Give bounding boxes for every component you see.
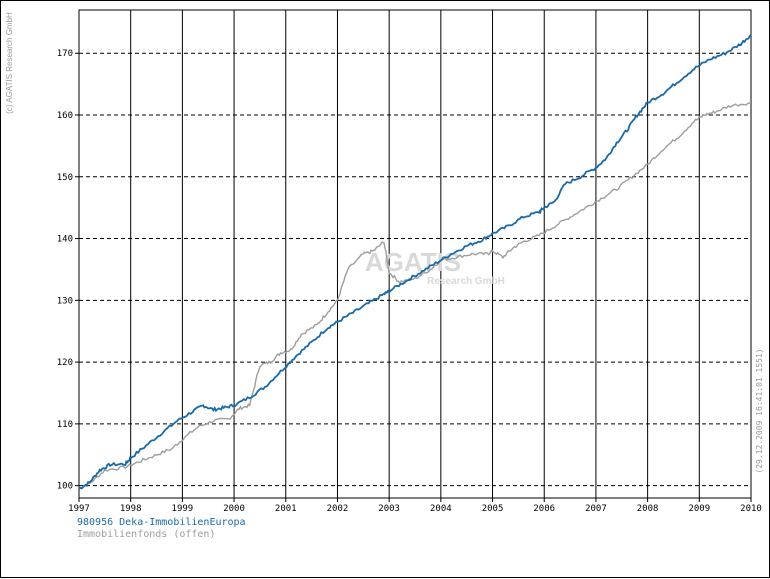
- watermark-text-sub: Research GmbH: [427, 276, 505, 287]
- tick-label-x-1997: 1997: [68, 504, 90, 514]
- tick-label-x-2001: 2001: [275, 504, 297, 514]
- series-line-1: [78, 34, 752, 490]
- series-line-2: [78, 102, 752, 490]
- plot-area: [78, 9, 752, 499]
- tick-label-x-2000: 2000: [223, 504, 245, 514]
- tick-label-y-160: 160: [57, 111, 73, 121]
- tick-label-x-2006: 2006: [533, 504, 555, 514]
- tick-label-x-2004: 2004: [430, 504, 452, 514]
- horizontal-gridlines: [79, 52, 751, 487]
- tick-label-x-1998: 1998: [120, 504, 142, 514]
- tick-label-x-1999: 1999: [172, 504, 194, 514]
- tick-label-y-170: 170: [57, 49, 73, 59]
- tick-label-y-130: 130: [57, 296, 73, 306]
- tick-label-x-2008: 2008: [637, 504, 659, 514]
- tick-label-x-2002: 2002: [327, 504, 349, 514]
- tick-label-x-2007: 2007: [585, 504, 607, 514]
- tick-label-x-2009: 2009: [688, 504, 710, 514]
- vertical-gridlines: [78, 10, 752, 498]
- tick-label-x-2005: 2005: [482, 504, 504, 514]
- x-axis: 1997 1998 1999 2000 2001 2002 2003 2004 2005 2006…: [68, 498, 762, 514]
- tick-label-x-2003: 2003: [378, 504, 400, 514]
- legend-label-series-1: 980956 Deka-ImmobilienEuropa: [77, 517, 246, 528]
- series-layer: [78, 34, 752, 490]
- tick-label-y-140: 140: [57, 235, 73, 245]
- tick-label-y-100: 100: [57, 482, 73, 492]
- tick-label-y-110: 110: [57, 420, 73, 430]
- legend-series-1: 980956 Deka-ImmobilienEuropa: [77, 517, 246, 529]
- tick-label-y-120: 120: [57, 358, 73, 368]
- watermark: AGATIS Research GmbH: [365, 247, 505, 287]
- tick-label-y-150: 150: [57, 173, 73, 183]
- legend-label-series-2: Immobilienfonds (offen): [77, 529, 216, 540]
- legend-series-2: Immobilienfonds (offen): [77, 529, 215, 541]
- tick-label-x-2010: 2010: [740, 504, 762, 514]
- y-axis: 100 110 120 130 140 150 160 170: [57, 49, 79, 492]
- copyright-label: (c) AGATIS Research GmbH: [5, 12, 14, 114]
- timestamp-label: (29.12.2009 16:41:01 1551): [755, 348, 764, 473]
- watermark-text-main: AGATIS: [365, 247, 461, 277]
